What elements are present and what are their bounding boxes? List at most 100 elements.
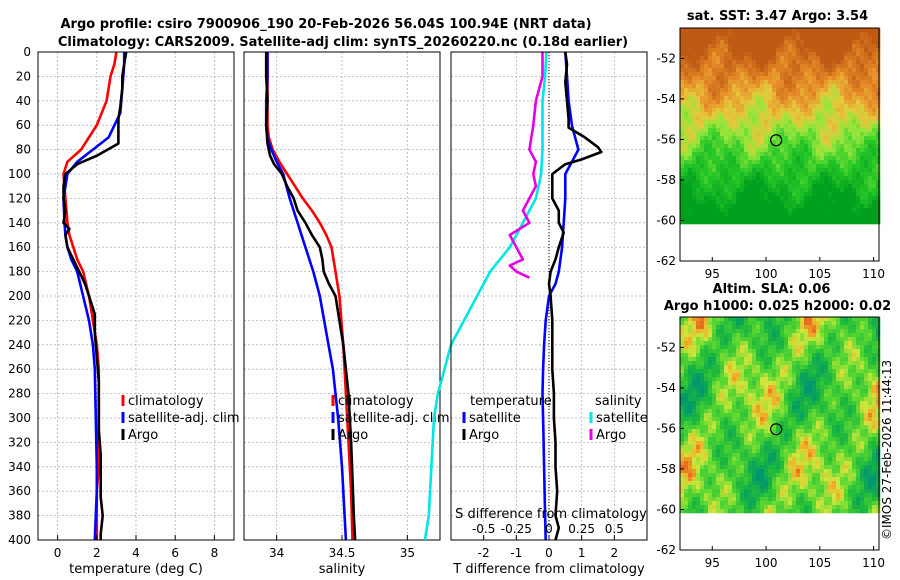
map-cell bbox=[832, 212, 837, 217]
map-cell bbox=[756, 385, 761, 390]
map-cell bbox=[852, 477, 857, 482]
map-cell bbox=[740, 204, 745, 209]
map-cell bbox=[872, 168, 877, 173]
map-cell bbox=[696, 481, 701, 486]
map-cell bbox=[772, 389, 777, 394]
map-cell bbox=[840, 461, 845, 466]
map-cell bbox=[688, 140, 693, 145]
map-cell bbox=[808, 345, 813, 350]
map-cell bbox=[824, 441, 829, 446]
map-cell bbox=[744, 485, 749, 490]
map-cell bbox=[740, 393, 745, 398]
map-cell bbox=[772, 317, 777, 322]
map-cell bbox=[744, 457, 749, 462]
map-cell bbox=[776, 104, 781, 109]
map-cell bbox=[688, 212, 693, 217]
map-cell bbox=[748, 481, 753, 486]
map-cell bbox=[876, 108, 881, 113]
map-cell bbox=[740, 200, 745, 205]
map-cell bbox=[772, 421, 777, 426]
map-cell bbox=[812, 44, 817, 49]
legend-label: satellite bbox=[596, 411, 648, 426]
map-cell bbox=[744, 333, 749, 338]
map-cell bbox=[816, 168, 821, 173]
map-cell bbox=[844, 216, 849, 221]
map-cell bbox=[868, 152, 873, 157]
map-cell bbox=[736, 196, 741, 201]
map-cell bbox=[840, 180, 845, 185]
map-cell bbox=[788, 413, 793, 418]
map-cell bbox=[752, 425, 757, 430]
map-cell bbox=[856, 72, 861, 77]
map-cell bbox=[860, 481, 865, 486]
map-cell bbox=[824, 128, 829, 133]
map-cell bbox=[740, 377, 745, 382]
map-cell bbox=[800, 36, 805, 41]
map-cell bbox=[776, 453, 781, 458]
map-cell bbox=[848, 449, 853, 454]
map-cell bbox=[708, 337, 713, 342]
map-cell bbox=[760, 341, 765, 346]
map-cell bbox=[768, 108, 773, 113]
map-cell bbox=[840, 385, 845, 390]
map-cell bbox=[748, 40, 753, 45]
map-cell bbox=[796, 216, 801, 221]
map-cell bbox=[692, 489, 697, 494]
map-cell bbox=[828, 401, 833, 406]
map-cell bbox=[684, 441, 689, 446]
map-cell bbox=[768, 132, 773, 137]
map-cell bbox=[720, 425, 725, 430]
map-cell bbox=[876, 28, 881, 33]
map-cell bbox=[856, 485, 861, 490]
map-cell bbox=[740, 365, 745, 370]
map-cell bbox=[840, 48, 845, 53]
map-cell bbox=[684, 365, 689, 370]
map-cell bbox=[704, 168, 709, 173]
map-cell bbox=[704, 136, 709, 141]
map-cell bbox=[840, 116, 845, 121]
map-cell bbox=[796, 92, 801, 97]
map-cell bbox=[756, 425, 761, 430]
map-cell bbox=[788, 116, 793, 121]
map-cell bbox=[684, 68, 689, 73]
map-cell bbox=[740, 152, 745, 157]
map-cell bbox=[756, 136, 761, 141]
map-cell bbox=[796, 485, 801, 490]
map-cell bbox=[816, 413, 821, 418]
map-cell bbox=[808, 489, 813, 494]
map-cell bbox=[828, 60, 833, 65]
map-cell bbox=[748, 365, 753, 370]
map-cell bbox=[824, 80, 829, 85]
map-cell bbox=[800, 204, 805, 209]
map-cell bbox=[868, 373, 873, 378]
map-cell bbox=[876, 40, 881, 45]
map-cell bbox=[784, 204, 789, 209]
map-cell bbox=[872, 425, 877, 430]
map-cell bbox=[748, 485, 753, 490]
map-cell bbox=[752, 485, 757, 490]
map-cell bbox=[856, 212, 861, 217]
map-cell bbox=[776, 80, 781, 85]
map-cell bbox=[836, 401, 841, 406]
map-cell bbox=[812, 493, 817, 498]
map-cell bbox=[788, 433, 793, 438]
map-cell bbox=[832, 32, 837, 37]
map-cell bbox=[832, 84, 837, 89]
map-cell bbox=[700, 188, 705, 193]
map-cell bbox=[852, 172, 857, 177]
map-cell bbox=[864, 409, 869, 414]
map-cell bbox=[748, 445, 753, 450]
map-cell bbox=[844, 68, 849, 73]
map-cell bbox=[848, 148, 853, 153]
map-cell bbox=[728, 413, 733, 418]
map-cell bbox=[760, 469, 765, 474]
map-cell bbox=[704, 64, 709, 69]
map-cell bbox=[748, 489, 753, 494]
map-cell bbox=[876, 120, 881, 125]
map-cell bbox=[696, 493, 701, 498]
map-cell bbox=[732, 381, 737, 386]
map-cell bbox=[684, 477, 689, 482]
map-cell bbox=[724, 220, 729, 225]
map-cell bbox=[804, 397, 809, 402]
